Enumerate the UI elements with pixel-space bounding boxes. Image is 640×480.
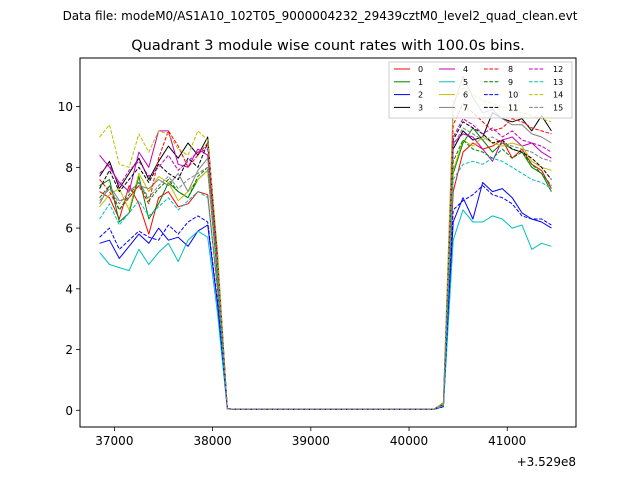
x-tick-label: 41000	[488, 434, 526, 448]
legend-label-0: 0	[418, 65, 423, 74]
legend-label-7: 7	[463, 103, 468, 112]
chart-title: Quadrant 3 module wise count rates with …	[131, 38, 525, 54]
data-file-header: Data file: modeM0/AS1A10_102T05_90000042…	[63, 9, 578, 23]
y-tick-label: 8	[65, 161, 73, 175]
legend-label-12: 12	[553, 65, 563, 74]
legend-label-8: 8	[508, 65, 513, 74]
legend-box	[388, 61, 573, 119]
plot-lines	[99, 75, 552, 410]
axes-frame	[79, 57, 577, 428]
y-tick-label: 6	[65, 222, 73, 236]
legend-label-3: 3	[418, 103, 423, 112]
y-tick-label: 10	[58, 100, 73, 114]
x-tick-label: 37000	[95, 434, 133, 448]
series-line-9	[99, 139, 552, 410]
y-axis: 0 2 4 6 8 10	[58, 100, 80, 418]
x-offset-label: +3.529e8	[517, 455, 576, 469]
legend-label-1: 1	[418, 78, 423, 87]
y-tick-label: 0	[65, 404, 73, 418]
legend-label-4: 4	[463, 65, 468, 74]
series-line-12	[99, 118, 552, 410]
legend-label-10: 10	[508, 91, 518, 100]
y-tick-label: 2	[65, 343, 73, 357]
legend-label-9: 9	[508, 78, 513, 87]
legend-label-15: 15	[553, 103, 563, 112]
legend-label-5: 5	[463, 78, 468, 87]
series-line-10	[99, 185, 552, 410]
legend-label-2: 2	[418, 91, 423, 100]
legend-label-14: 14	[553, 91, 563, 100]
series-line-13	[99, 157, 552, 410]
x-tick-label: 38000	[194, 434, 232, 448]
legend-label-11: 11	[508, 103, 518, 112]
x-tick-label: 40000	[390, 434, 428, 448]
x-tick-label: 39000	[292, 434, 330, 448]
x-axis: 37000 38000 39000 40000 41000	[95, 427, 526, 448]
legend-label-6: 6	[463, 91, 468, 100]
legend-label-13: 13	[553, 78, 563, 87]
y-tick-label: 4	[65, 282, 73, 296]
series-line-11	[99, 121, 552, 410]
